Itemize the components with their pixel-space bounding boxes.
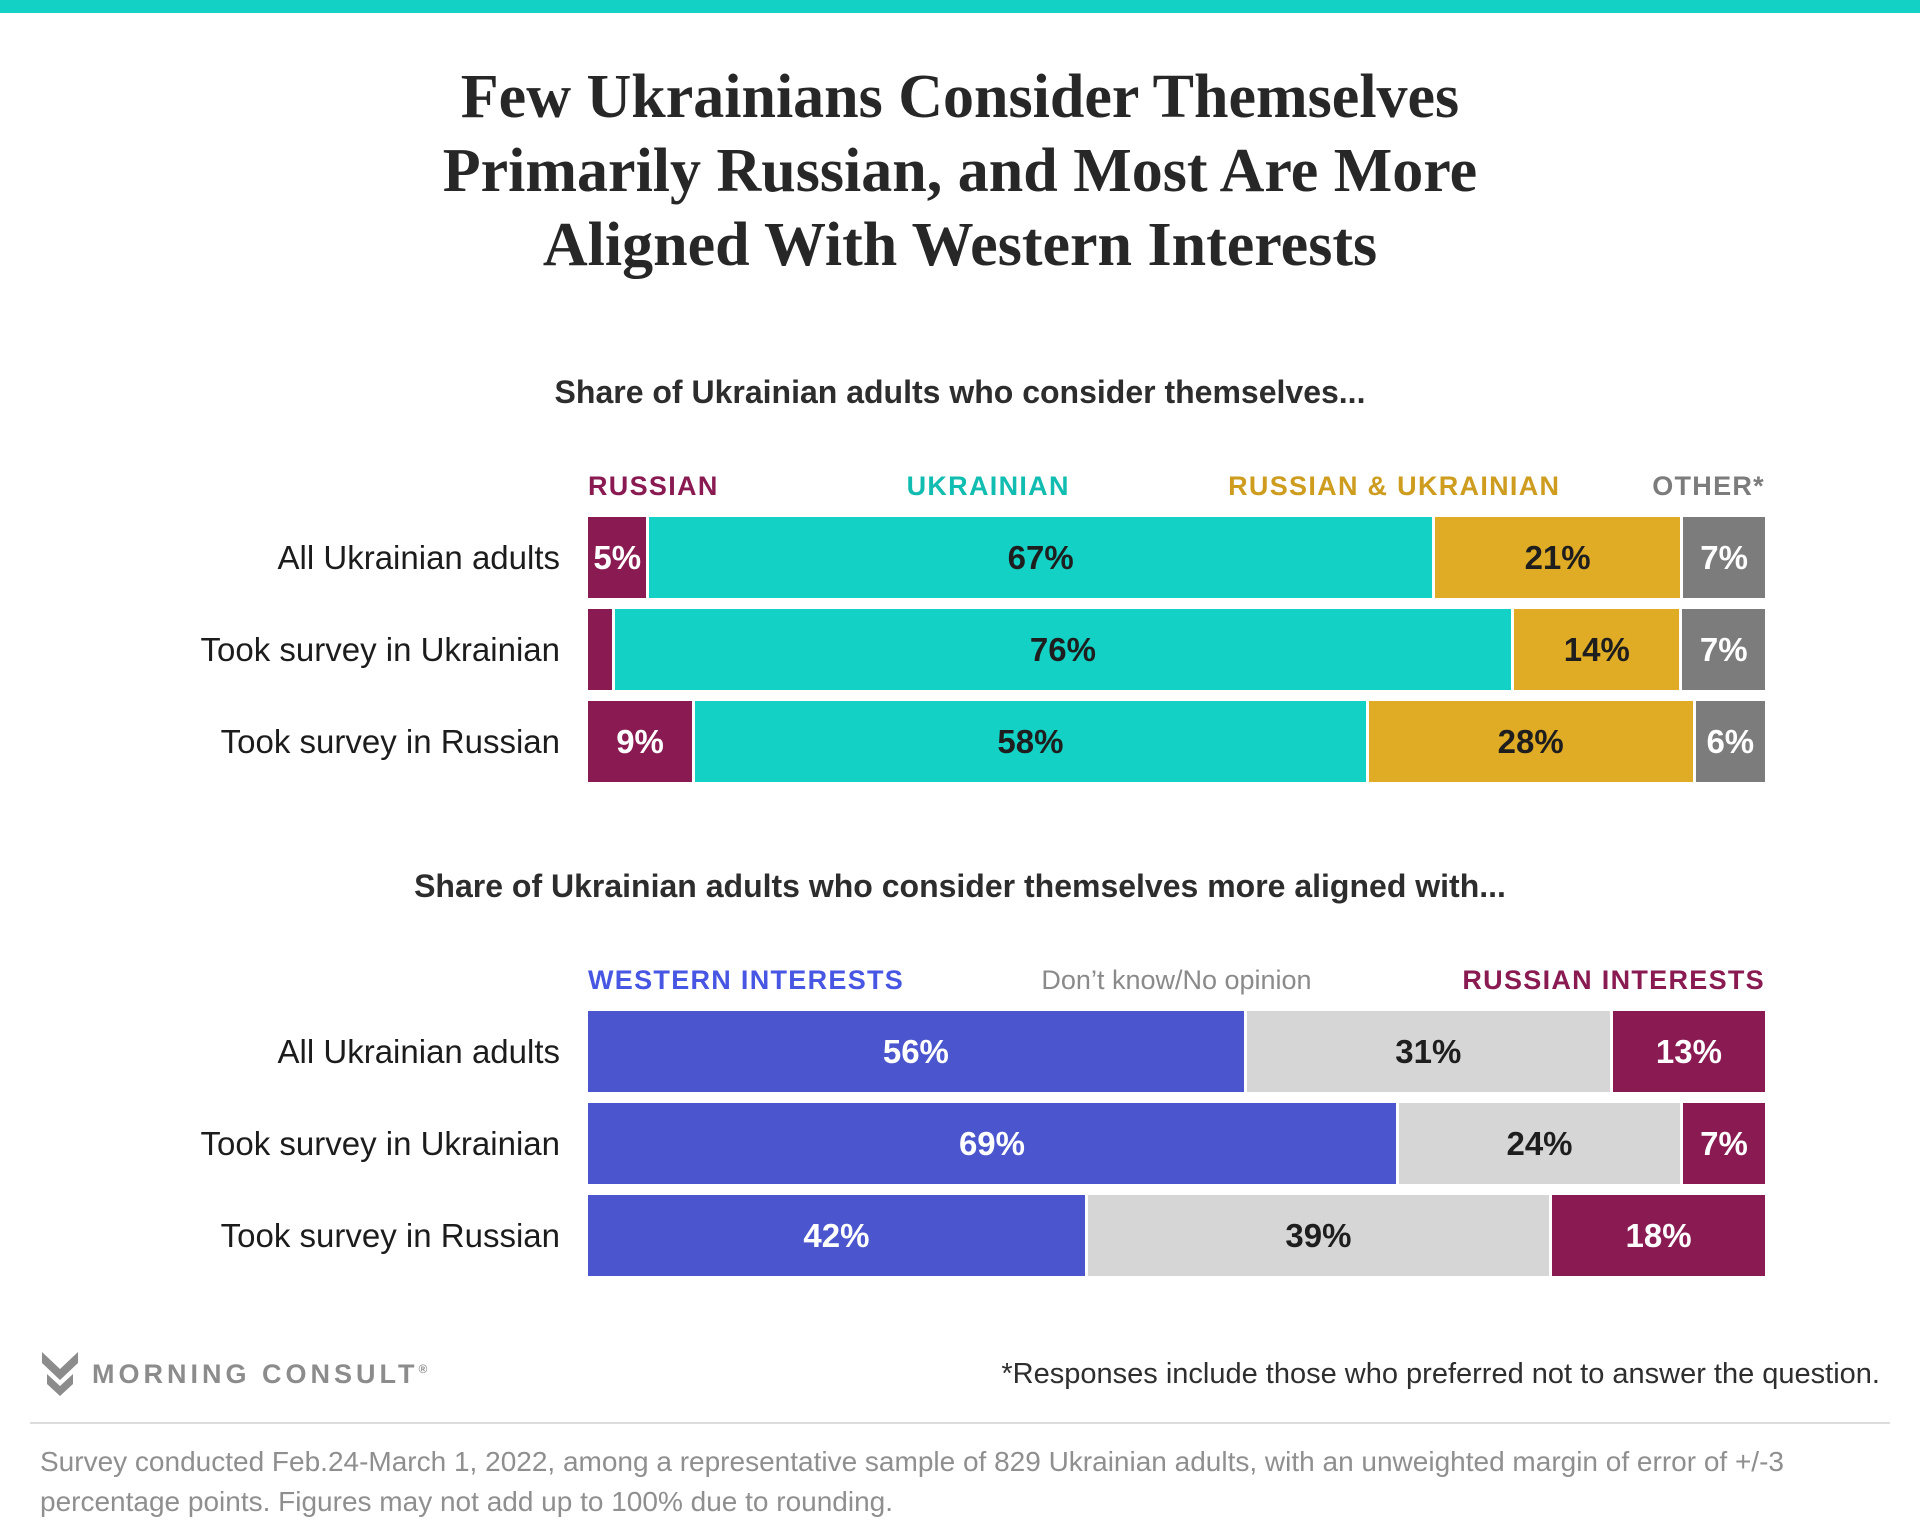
bar-segment-ukrainian: 67% [649, 517, 1432, 598]
chart1-legend: RUSSIAN UKRAINIAN RUSSIAN & UKRAINIAN OT… [588, 471, 1765, 505]
legend-other: OTHER* [1652, 471, 1765, 501]
bar-row: Took survey in Ukrainian 76% 14% 7% [0, 609, 1920, 690]
legend-russian-ukrainian: RUSSIAN & UKRAINIAN [1228, 471, 1561, 501]
bar-segment-russian-ukrainian: 14% [1514, 609, 1680, 690]
row-label: All Ukrainian adults [277, 1032, 560, 1070]
legend-russian: RUSSIAN [588, 471, 719, 501]
legend-dont-know: Don’t know/No opinion [1041, 965, 1312, 995]
logo-wordmark: MORNING CONSULT® [92, 1358, 428, 1389]
identity-chart: All Ukrainian adults 5% 67% 21% 7% Took … [0, 517, 1920, 782]
bar-segment-russian: 13% [1612, 1011, 1766, 1092]
stacked-bar: 9% 58% 28% 6% [588, 701, 1765, 782]
bar-row: Took survey in Ukrainian 69% 24% 7% [0, 1103, 1920, 1184]
bar-row: Took survey in Russian 42% 39% 18% [0, 1195, 1920, 1276]
bar-segment-russian [588, 609, 612, 690]
bar-segment-western: 56% [588, 1011, 1244, 1092]
bar-segment-other: 7% [1683, 517, 1766, 598]
bar-row: Took survey in Russian 9% 58% 28% 6% [0, 701, 1920, 782]
title-line-2: Primarily Russian, and Most Are More [442, 137, 1478, 205]
bar-segment-other: 7% [1682, 609, 1765, 690]
bar-segment-ukrainian: 76% [614, 609, 1512, 690]
bar-segment-russian-ukrainian: 21% [1434, 517, 1681, 598]
bar-segment-dont-know: 39% [1087, 1195, 1550, 1276]
stacked-bar: 69% 24% 7% [588, 1103, 1765, 1184]
bar-row: All Ukrainian adults 5% 67% 21% 7% [0, 517, 1920, 598]
stacked-bar: 56% 31% 13% [588, 1011, 1766, 1092]
footer-divider [30, 1422, 1890, 1424]
row-label: Took survey in Ukrainian [200, 630, 561, 668]
bar-segment-other: 6% [1695, 701, 1765, 782]
morning-consult-m-icon [42, 1352, 78, 1396]
bar-segment-dont-know: 24% [1398, 1103, 1681, 1184]
row-label: Took survey in Russian [220, 722, 560, 760]
bar-segment-russian: 9% [588, 701, 693, 782]
brand-accent-strip [0, 0, 1920, 13]
chart2-subtitle: Share of Ukrainian adults who consider t… [414, 868, 1506, 904]
bar-segment-dont-know: 31% [1246, 1011, 1610, 1092]
legend-russian-interests: RUSSIAN INTERESTS [1462, 965, 1765, 995]
bar-segment-russian: 18% [1552, 1195, 1765, 1276]
bar-segment-russian: 5% [588, 517, 647, 598]
stacked-bar: 76% 14% 7% [588, 609, 1765, 690]
bar-segment-russian: 7% [1683, 1103, 1765, 1184]
chart1-subtitle: Share of Ukrainian adults who consider t… [554, 374, 1366, 410]
row-label: All Ukrainian adults [277, 538, 560, 576]
alignment-chart: All Ukrainian adults 56% 31% 13% Took su… [0, 1011, 1920, 1276]
title-line-3: Aligned With Western Interests [542, 211, 1378, 279]
title-line-1: Few Ukrainians Consider Themselves [460, 63, 1460, 131]
bar-segment-western: 42% [588, 1195, 1085, 1276]
source-note: Survey conducted Feb.24-March 1, 2022, a… [40, 1446, 1784, 1517]
page-title: Few Ukrainians Consider Themselves Prima… [0, 60, 1920, 282]
asterisk-note: *Responses include those who preferred n… [1001, 1357, 1880, 1390]
legend-ukrainian: UKRAINIAN [906, 471, 1070, 501]
legend-western-interests: WESTERN INTERESTS [588, 965, 905, 995]
row-label: Took survey in Ukrainian [200, 1124, 561, 1162]
footer: MORNING CONSULT® *Responses include thos… [40, 1352, 1880, 1396]
stacked-bar: 42% 39% 18% [588, 1195, 1765, 1276]
bar-segment-russian-ukrainian: 28% [1368, 701, 1693, 782]
chart2-legend: WESTERN INTERESTS Don’t know/No opinion … [588, 965, 1765, 999]
morning-consult-logo: MORNING CONSULT® [40, 1352, 427, 1396]
row-label: Took survey in Russian [220, 1216, 560, 1254]
stacked-bar: 5% 67% 21% 7% [588, 517, 1766, 598]
bar-row: All Ukrainian adults 56% 31% 13% [0, 1011, 1920, 1092]
bar-segment-ukrainian: 58% [695, 701, 1366, 782]
bar-segment-western: 69% [588, 1103, 1396, 1184]
